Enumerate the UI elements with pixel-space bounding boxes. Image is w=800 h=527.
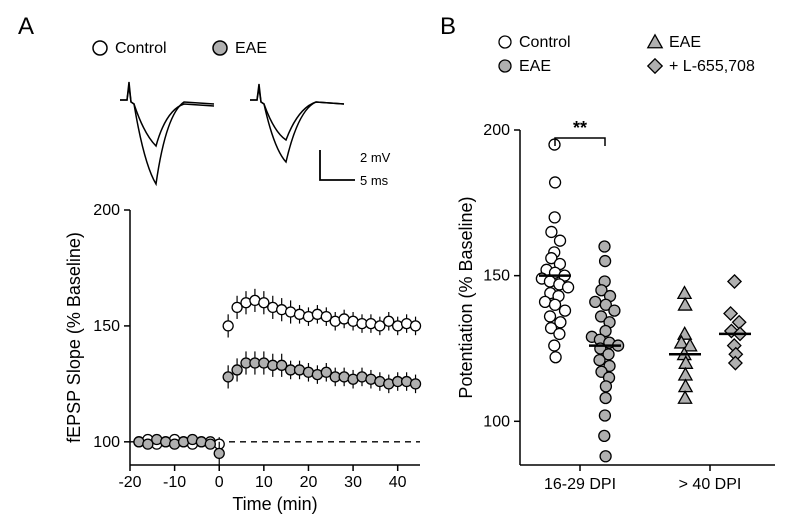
svg-text:Control: Control <box>115 40 167 57</box>
svg-text:0: 0 <box>215 474 224 491</box>
svg-text:Control: Control <box>519 34 571 51</box>
svg-text:200: 200 <box>93 202 120 219</box>
svg-text:200: 200 <box>483 122 510 139</box>
svg-text:20: 20 <box>300 474 318 491</box>
svg-text:150: 150 <box>483 268 510 285</box>
svg-text:fEPSP Slope (% Baseline): fEPSP Slope (% Baseline) <box>64 232 84 443</box>
svg-text:10: 10 <box>255 474 273 491</box>
svg-text:5 ms: 5 ms <box>360 173 389 188</box>
svg-text:30: 30 <box>344 474 362 491</box>
svg-text:EAE: EAE <box>235 40 267 57</box>
svg-text:A: A <box>18 13 34 40</box>
svg-text:Potentiation (% Baseline): Potentiation (% Baseline) <box>456 196 476 398</box>
svg-text:Time (min): Time (min) <box>232 494 317 514</box>
svg-text:40: 40 <box>389 474 407 491</box>
svg-text:2 mV: 2 mV <box>360 150 391 165</box>
svg-text:+ L-655,708: + L-655,708 <box>669 58 755 75</box>
svg-text:-20: -20 <box>118 474 141 491</box>
svg-text:-10: -10 <box>163 474 186 491</box>
figure-svg: A Control EAE 2 mV 5 ms 100 150 200 -20 -10 0 10 20 3… <box>0 0 800 527</box>
svg-text:100: 100 <box>483 413 510 430</box>
svg-text:EAE: EAE <box>669 34 701 51</box>
svg-text:B: B <box>440 13 456 40</box>
svg-text:16-29 DPI: 16-29 DPI <box>544 476 616 493</box>
svg-text:EAE: EAE <box>519 58 551 75</box>
svg-text:**: ** <box>573 118 587 138</box>
svg-text:> 40 DPI: > 40 DPI <box>679 476 742 493</box>
svg-text:100: 100 <box>93 434 120 451</box>
svg-text:150: 150 <box>93 318 120 335</box>
